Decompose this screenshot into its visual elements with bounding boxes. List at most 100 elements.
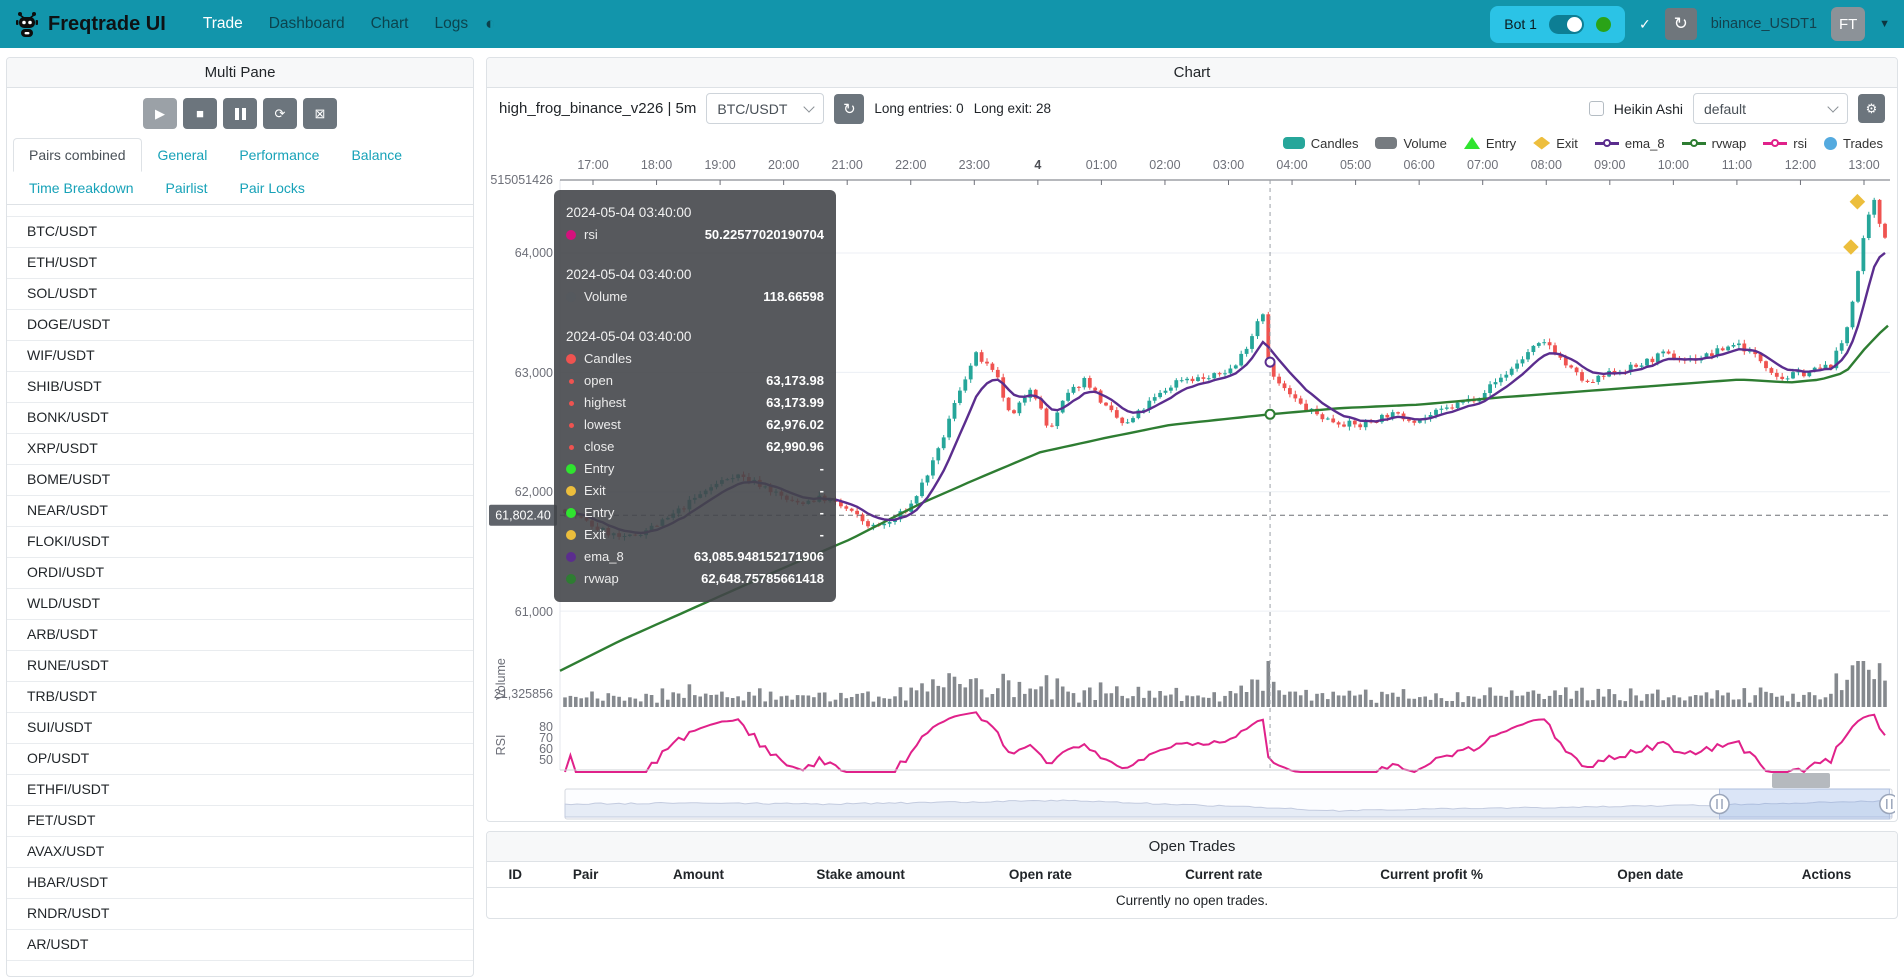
left-tabs: Pairs combinedGeneralPerformanceBalance T… [7, 138, 473, 205]
svg-text:06:00: 06:00 [1404, 158, 1435, 172]
pair-item[interactable]: AR/USDT [7, 930, 473, 961]
svg-text:22:00: 22:00 [895, 158, 926, 172]
legend-label: Entry [1486, 136, 1516, 151]
svg-text:62,000: 62,000 [515, 485, 553, 499]
legend-item-volume[interactable]: Volume [1375, 136, 1446, 151]
heikin-ashi-checkbox[interactable] [1589, 101, 1604, 116]
pair-item[interactable]: RUNE/USDT [7, 651, 473, 682]
pair-item[interactable]: SUI/USDT [7, 713, 473, 744]
long-exit-label: Long exit: 28 [974, 101, 1051, 116]
column-header-current-rate: Current rate [1129, 862, 1319, 887]
trades-legend-icon [1824, 137, 1837, 150]
pair-item[interactable]: WLD/USDT [7, 589, 473, 620]
plot-config-select[interactable]: default [1693, 93, 1848, 124]
bot-selector[interactable]: Bot 1 [1490, 6, 1625, 43]
pair-item[interactable]: DOGE/USDT [7, 310, 473, 341]
pair-select[interactable]: BTC/USDT [706, 93, 824, 124]
nav-item-chart[interactable]: Chart [360, 9, 420, 38]
pair-item[interactable]: ORDI/USDT [7, 558, 473, 589]
svg-text:21:00: 21:00 [832, 158, 863, 172]
clear-chart-button[interactable]: ⊠ [303, 98, 337, 129]
pair-item[interactable]: ETHFI/USDT [7, 775, 473, 806]
svg-text:Volume: Volume [494, 658, 508, 700]
chart-refresh-button[interactable]: ↻ [834, 94, 864, 124]
pair-item[interactable]: ARB/USDT [7, 620, 473, 651]
tab-pair-locks[interactable]: Pair Locks [224, 171, 321, 205]
pair-item[interactable]: BTC/USDT [7, 217, 473, 248]
play-button[interactable]: ▶ [143, 98, 177, 129]
plot-settings-gear-button[interactable]: ⚙ [1858, 94, 1885, 123]
volume-legend-icon [1375, 137, 1397, 149]
nav-item-trade[interactable]: Trade [192, 9, 254, 38]
nav-item-dashboard[interactable]: Dashboard [258, 9, 356, 38]
legend-label: Exit [1556, 136, 1578, 151]
pair-list: BTC/USDTETH/USDTSOL/USDTDOGE/USDTWIF/USD… [7, 216, 473, 961]
open-trades-header-row: IDPairAmountStake amountOpen rateCurrent… [487, 862, 1897, 888]
connected-check-icon: ✓ [1639, 16, 1651, 33]
pause-button[interactable] [223, 98, 257, 129]
theme-toggle-icon[interactable]: ◐ [485, 14, 495, 34]
tab-pairs-combined[interactable]: Pairs combined [13, 138, 142, 172]
stop-button[interactable]: ■ [183, 98, 217, 129]
avatar[interactable]: FT [1831, 7, 1865, 41]
chart-panel-title: Chart [487, 58, 1897, 88]
pair-item[interactable]: BOME/USDT [7, 465, 473, 496]
legend-item-rsi[interactable]: rsi [1763, 136, 1807, 151]
nav-item-logs[interactable]: Logs [423, 9, 479, 38]
legend-item-candles[interactable]: Candles [1283, 136, 1359, 151]
bot-controls: ▶■ ⟳⊠ [7, 88, 473, 138]
chart-panel: Chart high_frog_binance_v226 | 5m BTC/US… [486, 57, 1898, 822]
legend-label: Volume [1403, 136, 1446, 151]
pair-item[interactable]: TRB/USDT [7, 682, 473, 713]
pair-item[interactable]: AVAX/USDT [7, 837, 473, 868]
pair-item[interactable]: ETH/USDT [7, 248, 473, 279]
pair-item[interactable]: BONK/USDT [7, 403, 473, 434]
legend-item-entry[interactable]: Entry [1464, 136, 1516, 151]
tab-balance[interactable]: Balance [335, 138, 418, 172]
legend-item-trades[interactable]: Trades [1824, 136, 1883, 151]
svg-text:63,000: 63,000 [515, 366, 553, 380]
open-trades-panel: Open Trades IDPairAmountStake amountOpen… [486, 831, 1898, 919]
strategy-title: high_frog_binance_v226 | 5m [499, 100, 696, 117]
pair-item[interactable]: SHIB/USDT [7, 372, 473, 403]
tab-time-breakdown[interactable]: Time Breakdown [13, 171, 150, 205]
svg-text:4: 4 [1034, 158, 1041, 172]
exchange-label: binance_USDT1 [1711, 16, 1817, 32]
exit-legend-icon [1533, 137, 1550, 150]
svg-text:20:00: 20:00 [768, 158, 799, 172]
candles-legend-icon [1283, 137, 1305, 149]
rvwap-legend-icon [1682, 142, 1706, 145]
legend-item-rvwap[interactable]: rvwap [1682, 136, 1747, 151]
column-header-id: ID [487, 862, 543, 887]
pair-item[interactable]: SOL/USDT [7, 279, 473, 310]
chevron-down-icon[interactable]: ▼ [1879, 18, 1890, 30]
pair-item[interactable]: OP/USDT [7, 744, 473, 775]
pair-item[interactable]: NEAR/USDT [7, 496, 473, 527]
svg-text:17:00: 17:00 [577, 158, 608, 172]
pair-item[interactable]: WIF/USDT [7, 341, 473, 372]
main-nav: TradeDashboardChartLogs [192, 15, 479, 33]
bot-toggle[interactable] [1549, 15, 1584, 34]
svg-text:RSI: RSI [494, 735, 508, 756]
pair-item[interactable]: HBAR/USDT [7, 868, 473, 899]
svg-text:08:00: 08:00 [1531, 158, 1562, 172]
column-header-stake-amount: Stake amount [769, 862, 952, 887]
column-header-open-date: Open date [1544, 862, 1756, 887]
pair-select-value: BTC/USDT [717, 101, 787, 117]
tab-performance[interactable]: Performance [223, 138, 335, 172]
reload-button[interactable]: ↻ [1665, 8, 1697, 40]
robot-logo-icon [14, 10, 40, 38]
tab-pairlist[interactable]: Pairlist [150, 171, 224, 205]
tab-general[interactable]: General [142, 138, 224, 172]
brand-title: Freqtrade UI [48, 13, 166, 36]
reload-trades-button[interactable]: ⟳ [263, 98, 297, 129]
pair-item[interactable]: RNDR/USDT [7, 899, 473, 930]
pair-item[interactable]: XRP/USDT [7, 434, 473, 465]
pair-item[interactable]: FET/USDT [7, 806, 473, 837]
plot-config-value: default [1704, 101, 1746, 117]
legend-item-exit[interactable]: Exit [1533, 136, 1578, 151]
legend-item-ema_8[interactable]: ema_8 [1595, 136, 1665, 151]
brand[interactable]: Freqtrade UI [14, 10, 166, 38]
svg-text:01:00: 01:00 [1086, 158, 1117, 172]
pair-item[interactable]: FLOKI/USDT [7, 527, 473, 558]
